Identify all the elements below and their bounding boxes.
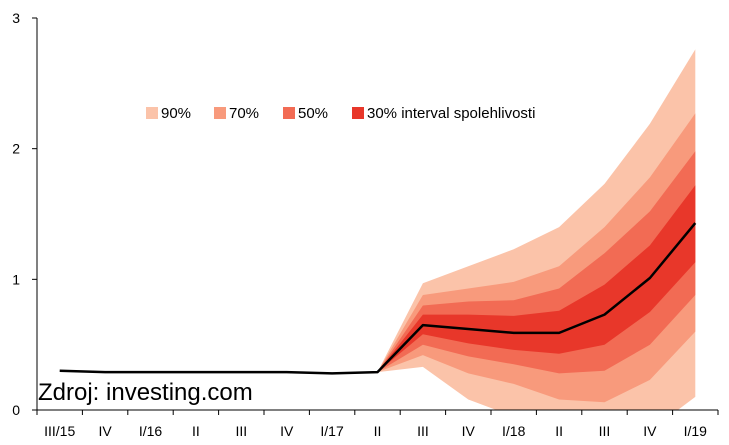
legend-swatch-4 xyxy=(352,107,364,119)
legend: 90% 70% 50% 30% interval spolehlivosti xyxy=(146,105,535,122)
axes xyxy=(32,17,719,415)
x-tick-label: IV xyxy=(462,423,476,439)
y-tick-label: 2 xyxy=(12,141,20,157)
x-tick-label: I/16 xyxy=(139,423,163,439)
forecast-line xyxy=(59,222,697,375)
x-tick-labels: III/15 IV I/16 II III IV I/17 II III IV I/18 II III I… xyxy=(44,423,707,439)
band-4 xyxy=(377,185,696,373)
source-label: Zdroj: investing.com xyxy=(38,379,253,406)
legend-label-2: 70% xyxy=(229,105,259,122)
legend-label-3: 50% xyxy=(298,105,328,122)
legend-swatch-3 xyxy=(283,107,295,119)
forecast-line-group xyxy=(59,222,697,375)
x-tick-label: I/19 xyxy=(684,423,708,439)
x-tick-label: IV xyxy=(643,423,657,439)
legend-label-4: 30% interval spolehlivosti xyxy=(367,105,535,122)
y-tick-label: 0 xyxy=(12,402,20,418)
x-tick-label: II xyxy=(555,423,563,439)
y-tick-label: 1 xyxy=(12,271,20,287)
x-tick-label: II xyxy=(192,423,200,439)
x-tick-label: II xyxy=(374,423,382,439)
x-tick-label: I/18 xyxy=(502,423,526,439)
x-tick-label: III/15 xyxy=(44,423,75,439)
legend-label-1: 90% xyxy=(161,105,191,122)
y-tick-labels: 0 1 2 3 xyxy=(12,10,20,418)
legend-swatch-1 xyxy=(146,107,158,119)
x-tick-label: III xyxy=(235,423,247,439)
y-tick-label: 3 xyxy=(12,10,20,26)
x-tick-label: III xyxy=(599,423,611,439)
confidence-bands xyxy=(377,49,696,410)
legend-swatch-2 xyxy=(214,107,226,119)
x-tick-label: IV xyxy=(98,423,112,439)
x-tick-label: I/17 xyxy=(320,423,344,439)
x-tick-label: IV xyxy=(280,423,294,439)
x-tick-label: III xyxy=(417,423,429,439)
